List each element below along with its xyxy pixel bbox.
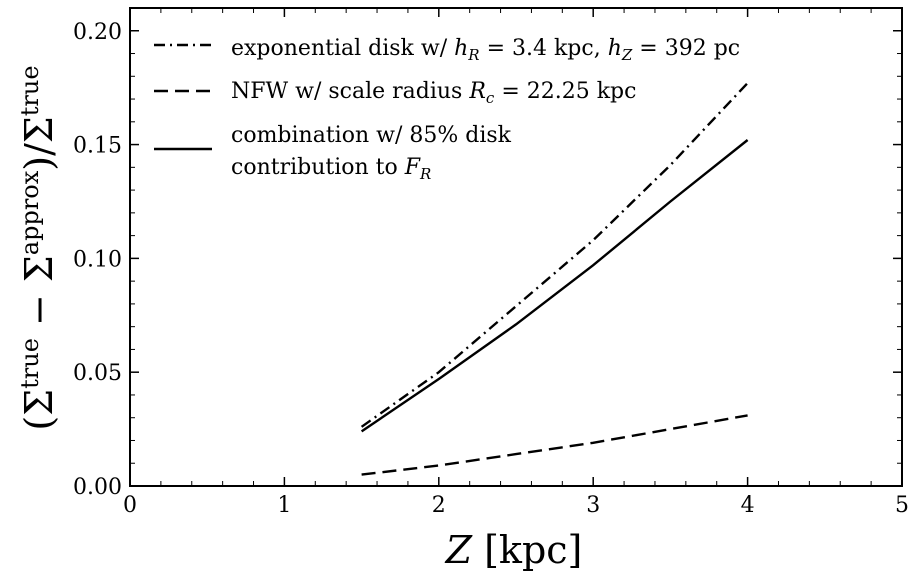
plot-area-border	[129, 7, 903, 487]
y-tick-label: 0.20	[73, 20, 122, 45]
legend-label-combination-line2: contribution to FR	[231, 155, 431, 183]
x-tick-label: 1	[277, 493, 291, 518]
series-exponential-disk-line	[360, 82, 749, 428]
legend-label-exponential-disk: exponential disk w/ hR = 3.4 kpc, hZ = 3…	[231, 36, 740, 64]
y-tick-label: 0.15	[73, 134, 122, 159]
axis-ticks	[129, 7, 903, 487]
y-tick-label: 0.00	[73, 475, 122, 500]
x-tick-label: 3	[586, 493, 600, 518]
legend-label-nfw: NFW w/ scale radius Rc = 22.25 kpc	[231, 79, 636, 107]
y-tick-label: 0.10	[73, 247, 122, 272]
x-tick-label: 0	[123, 493, 137, 518]
x-tick-label: 4	[741, 493, 755, 518]
data-series	[360, 82, 749, 476]
legend: exponential disk w/ hR = 3.4 kpc, hZ = 3…	[154, 36, 740, 183]
x-tick-label: 2	[432, 493, 446, 518]
legend-label-combination-line1: combination w/ 85% disk	[231, 123, 512, 148]
x-axis-label: Z [kpc]	[445, 528, 583, 572]
y-tick-label: 0.05	[73, 361, 122, 386]
series-combination-line	[360, 139, 749, 433]
series-nfw-line	[361, 414, 748, 476]
x-tick-label: 5	[895, 493, 909, 518]
tick-labels: 0 1 2 3 4 5 0.00 0.05 0.10 0.15 0.20	[73, 20, 909, 518]
plot-frame	[129, 7, 903, 487]
y-axis-label: (Σtrue − Σapprox)/Σtrue	[16, 65, 61, 430]
